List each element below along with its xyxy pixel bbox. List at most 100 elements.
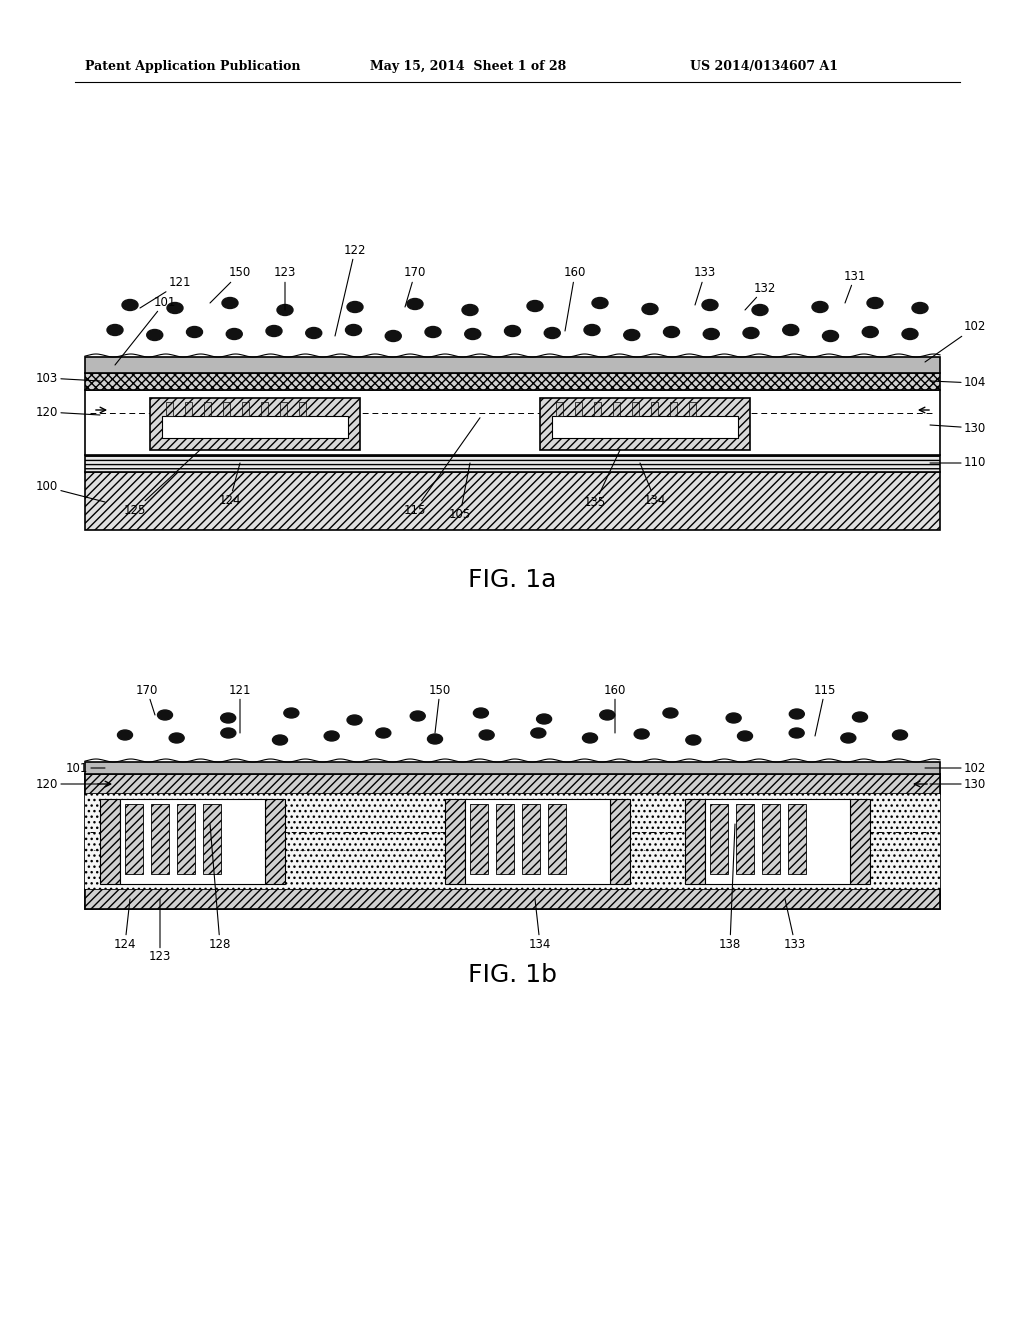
Ellipse shape: [146, 330, 163, 341]
Text: FIG. 1b: FIG. 1b: [468, 964, 556, 987]
Text: 133: 133: [784, 899, 806, 950]
Bar: [788, 804, 806, 874]
Ellipse shape: [325, 731, 339, 741]
Bar: [100, 799, 120, 884]
Ellipse shape: [624, 330, 640, 341]
Bar: [85, 389, 940, 455]
Bar: [850, 799, 870, 884]
Ellipse shape: [427, 734, 442, 744]
Ellipse shape: [284, 708, 299, 718]
Bar: [710, 804, 728, 874]
Bar: [522, 804, 540, 874]
Ellipse shape: [867, 297, 883, 309]
Ellipse shape: [893, 730, 907, 741]
Ellipse shape: [306, 327, 322, 338]
Bar: [540, 399, 750, 450]
Ellipse shape: [790, 729, 804, 738]
Bar: [685, 799, 705, 884]
Ellipse shape: [272, 735, 288, 744]
Bar: [185, 403, 193, 416]
Ellipse shape: [841, 733, 856, 743]
Bar: [85, 762, 940, 774]
Bar: [261, 403, 268, 416]
Ellipse shape: [812, 301, 828, 313]
Bar: [445, 799, 465, 884]
Text: 124: 124: [219, 463, 242, 507]
Bar: [552, 416, 738, 438]
Bar: [125, 804, 143, 874]
Text: 100: 100: [36, 480, 105, 502]
Text: 105: 105: [449, 463, 471, 521]
Text: 125: 125: [124, 450, 200, 516]
Text: Patent Application Publication: Patent Application Publication: [85, 59, 300, 73]
Ellipse shape: [790, 709, 804, 719]
Text: 130: 130: [930, 777, 986, 791]
Bar: [85, 795, 940, 888]
Ellipse shape: [167, 302, 183, 314]
Bar: [632, 403, 639, 416]
Ellipse shape: [737, 731, 753, 741]
Ellipse shape: [544, 327, 560, 338]
Bar: [670, 403, 677, 416]
Text: 170: 170: [403, 267, 426, 308]
Text: 134: 134: [528, 899, 551, 950]
Ellipse shape: [345, 325, 361, 335]
Text: 120: 120: [36, 777, 100, 791]
Ellipse shape: [473, 708, 488, 718]
Bar: [689, 403, 696, 416]
Text: 102: 102: [925, 321, 986, 362]
Bar: [85, 473, 940, 531]
Ellipse shape: [642, 304, 658, 314]
Bar: [204, 403, 211, 416]
Ellipse shape: [278, 305, 293, 315]
Bar: [594, 403, 601, 416]
Ellipse shape: [822, 330, 839, 342]
Ellipse shape: [703, 329, 719, 339]
Text: US 2014/0134607 A1: US 2014/0134607 A1: [690, 59, 838, 73]
Text: 115: 115: [814, 684, 837, 737]
Text: 123: 123: [148, 899, 171, 964]
Bar: [465, 799, 610, 884]
Ellipse shape: [465, 329, 480, 339]
Text: 104: 104: [930, 376, 986, 389]
Text: 103: 103: [36, 371, 100, 384]
Ellipse shape: [221, 729, 236, 738]
Text: 160: 160: [564, 267, 586, 331]
Bar: [203, 804, 221, 874]
Bar: [705, 799, 850, 884]
Ellipse shape: [347, 715, 362, 725]
Bar: [162, 416, 348, 438]
Text: 101: 101: [115, 296, 176, 366]
Bar: [651, 403, 658, 416]
Bar: [299, 403, 306, 416]
Bar: [762, 804, 780, 874]
Ellipse shape: [853, 711, 867, 722]
Bar: [242, 403, 249, 416]
Text: May 15, 2014  Sheet 1 of 28: May 15, 2014 Sheet 1 of 28: [370, 59, 566, 73]
Text: 150: 150: [210, 267, 251, 304]
Bar: [280, 403, 287, 416]
Ellipse shape: [686, 735, 700, 744]
Text: 130: 130: [930, 421, 986, 434]
Ellipse shape: [505, 326, 520, 337]
Text: 170: 170: [136, 684, 158, 715]
Bar: [85, 455, 940, 473]
Ellipse shape: [527, 301, 543, 312]
Bar: [556, 403, 563, 416]
Bar: [265, 799, 285, 884]
Bar: [151, 804, 169, 874]
Ellipse shape: [118, 730, 132, 741]
Ellipse shape: [726, 713, 741, 723]
Bar: [736, 804, 754, 874]
Bar: [85, 774, 940, 795]
Ellipse shape: [385, 330, 401, 342]
Ellipse shape: [634, 729, 649, 739]
Bar: [548, 804, 566, 874]
Ellipse shape: [221, 713, 236, 723]
Ellipse shape: [407, 298, 423, 309]
Text: 110: 110: [930, 457, 986, 470]
Ellipse shape: [537, 714, 552, 723]
Ellipse shape: [782, 325, 799, 335]
Bar: [85, 774, 940, 909]
Text: 121: 121: [228, 684, 251, 733]
